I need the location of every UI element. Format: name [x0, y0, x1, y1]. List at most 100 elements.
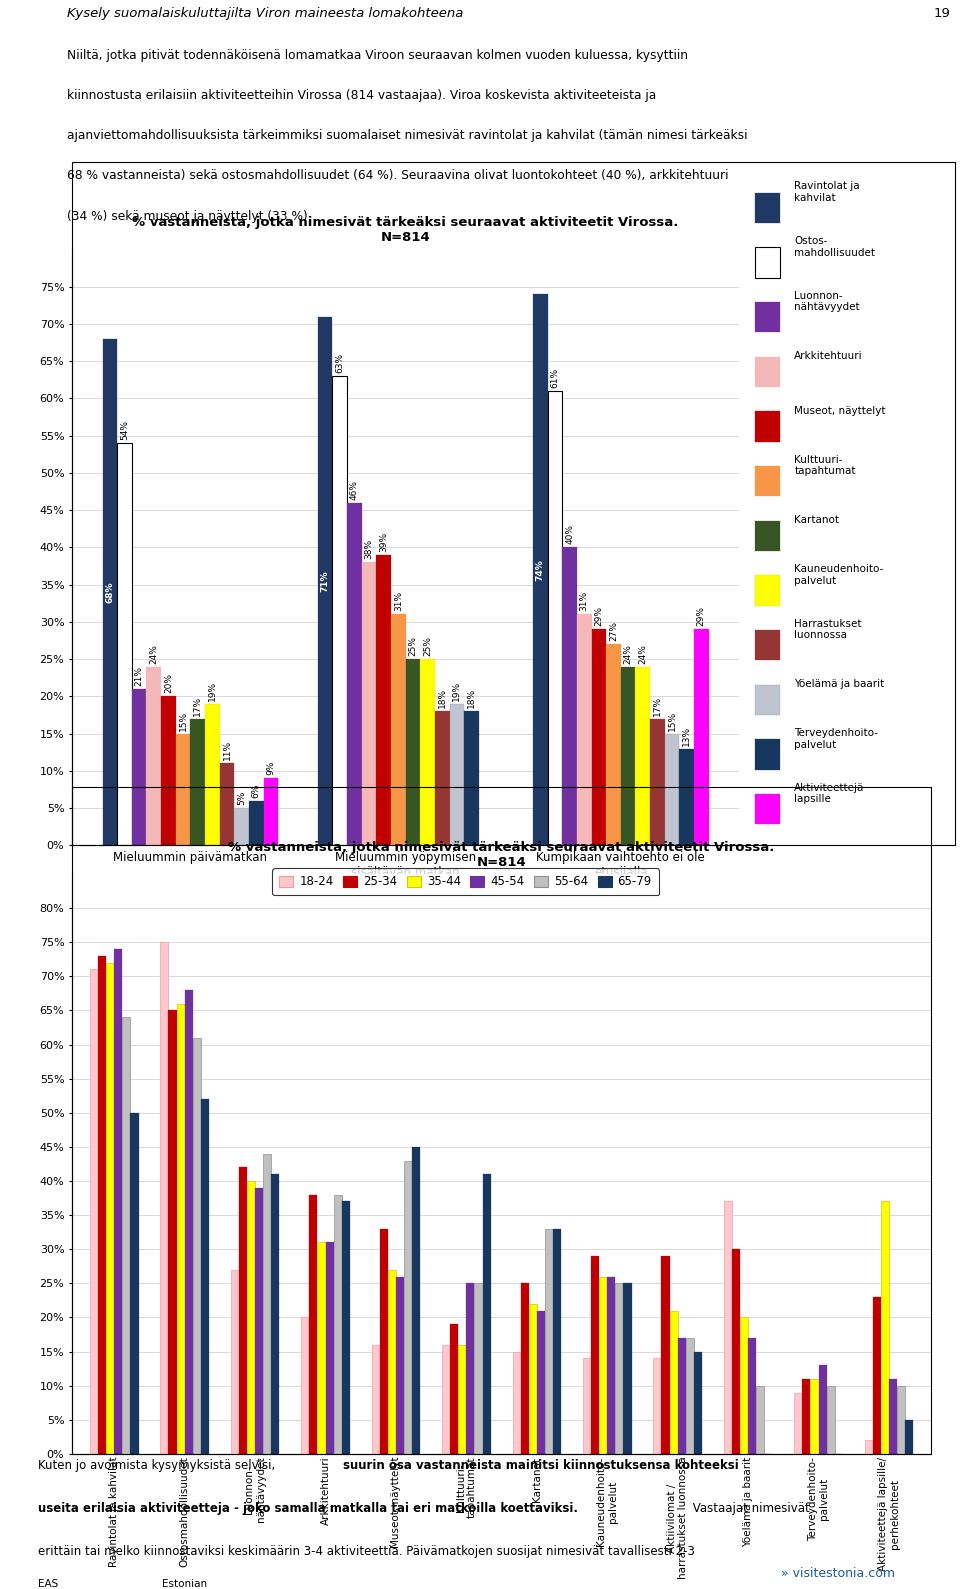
- Bar: [467, 1284, 474, 1454]
- Text: 61%: 61%: [550, 369, 560, 388]
- Bar: [342, 1201, 349, 1454]
- Text: EAS
Enterprise Estonia: EAS Enterprise Estonia: [38, 1579, 134, 1589]
- Text: 38%: 38%: [365, 539, 373, 559]
- Bar: [591, 1255, 599, 1454]
- Text: 18%: 18%: [438, 688, 446, 709]
- FancyBboxPatch shape: [755, 739, 780, 769]
- Bar: [190, 718, 205, 845]
- Text: 24%: 24%: [624, 644, 633, 664]
- Bar: [553, 1228, 561, 1454]
- Text: 25%: 25%: [408, 636, 418, 656]
- Text: 11%: 11%: [223, 740, 231, 761]
- Bar: [873, 1297, 881, 1454]
- Bar: [669, 1311, 678, 1454]
- Legend: 18-24, 25-34, 35-44, 45-54, 55-64, 65-79: 18-24, 25-34, 35-44, 45-54, 55-64, 65-79: [272, 868, 659, 896]
- Text: Vastaajat nimesivät: Vastaajat nimesivät: [689, 1502, 810, 1516]
- Bar: [458, 1344, 467, 1454]
- X-axis label: Tekisittekö mieluummin päivämatkan tai matkan, jonka aikana yövytte Virossa?: Tekisittekö mieluummin päivämatkan tai m…: [182, 885, 629, 896]
- Text: 29%: 29%: [594, 607, 604, 626]
- Bar: [220, 763, 234, 845]
- Bar: [117, 443, 132, 845]
- Bar: [318, 1243, 325, 1454]
- Text: useita erilaisia aktiviteetteja - joko samalla matkalla tai eri matkoilla koetta: useita erilaisia aktiviteetteja - joko s…: [38, 1502, 578, 1516]
- Text: 19%: 19%: [452, 680, 462, 701]
- Bar: [107, 963, 114, 1454]
- Bar: [90, 969, 98, 1454]
- Text: Ravintolat ja
kahvilat: Ravintolat ja kahvilat: [794, 181, 860, 203]
- Bar: [694, 629, 708, 845]
- Text: erittäin tai melko kiinnostaviksi keskimäärin 3-4 aktiviteettia. Päivämatkojen s: erittäin tai melko kiinnostaviksi keskim…: [38, 1545, 695, 1557]
- Bar: [309, 1195, 318, 1454]
- Bar: [176, 734, 190, 845]
- Bar: [249, 801, 264, 845]
- Text: 21%: 21%: [134, 666, 144, 686]
- Bar: [147, 666, 161, 845]
- Bar: [537, 1311, 545, 1454]
- Bar: [450, 1324, 458, 1454]
- Bar: [193, 1038, 201, 1454]
- Text: Aktiviteettejä
lapsille: Aktiviteettejä lapsille: [794, 783, 865, 804]
- Bar: [533, 294, 547, 845]
- Bar: [372, 1344, 380, 1454]
- Bar: [794, 1392, 803, 1454]
- Text: 19: 19: [933, 6, 950, 19]
- Bar: [205, 704, 220, 845]
- Bar: [391, 615, 406, 845]
- Bar: [122, 1017, 131, 1454]
- Bar: [591, 629, 606, 845]
- Text: 68 % vastanneista) sekä ostosmahdollisuudet (64 %). Seuraavina olivat luontokoht: 68 % vastanneista) sekä ostosmahdollisuu…: [67, 170, 729, 183]
- Text: 24%: 24%: [638, 644, 647, 664]
- Bar: [318, 316, 332, 845]
- Bar: [881, 1201, 889, 1454]
- Text: kiinnostusta erilaisiin aktiviteetteihin Virossa (814 vastaajaa). Viroa koskevis: kiinnostusta erilaisiin aktiviteetteihin…: [67, 89, 657, 102]
- Text: 5%: 5%: [237, 791, 246, 806]
- Text: Luonnon-
nähtävyydet: Luonnon- nähtävyydet: [794, 291, 860, 313]
- Bar: [483, 1174, 491, 1454]
- Bar: [661, 1255, 669, 1454]
- FancyBboxPatch shape: [755, 358, 780, 386]
- Bar: [748, 1338, 756, 1454]
- Bar: [606, 644, 621, 845]
- FancyBboxPatch shape: [755, 631, 780, 659]
- Bar: [380, 1228, 388, 1454]
- FancyBboxPatch shape: [755, 794, 780, 825]
- Bar: [376, 555, 391, 845]
- FancyBboxPatch shape: [755, 412, 780, 442]
- Bar: [160, 942, 169, 1454]
- Bar: [362, 563, 376, 845]
- Text: 17%: 17%: [653, 696, 661, 715]
- Bar: [230, 1270, 239, 1454]
- Bar: [201, 1100, 209, 1454]
- Text: 15%: 15%: [179, 710, 187, 731]
- Text: 29%: 29%: [697, 607, 706, 626]
- FancyBboxPatch shape: [755, 302, 780, 332]
- Text: Kauneudenhoito-
palvelut: Kauneudenhoito- palvelut: [794, 564, 883, 586]
- Bar: [348, 502, 362, 845]
- Bar: [420, 659, 435, 845]
- Text: suurin osa vastanneista mainitsi kiinnostuksensa kohteeksi: suurin osa vastanneista mainitsi kiinnos…: [343, 1459, 739, 1471]
- Bar: [464, 712, 479, 845]
- Bar: [404, 1160, 412, 1454]
- Bar: [685, 1338, 694, 1454]
- Text: 31%: 31%: [394, 591, 403, 612]
- Text: 46%: 46%: [349, 480, 359, 499]
- Title: % vastanneista, jotka nimesivät tärkeäksi seuraavat aktiviteetit Virossa.
N=814: % vastanneista, jotka nimesivät tärkeäks…: [132, 216, 679, 245]
- Text: (34 %) sekä museot ja näyttelyt (33 %).: (34 %) sekä museot ja näyttelyt (33 %).: [67, 210, 312, 222]
- Text: Arkkitehtuuri: Arkkitehtuuri: [794, 351, 863, 361]
- Text: 74%: 74%: [536, 559, 545, 580]
- FancyBboxPatch shape: [755, 192, 780, 222]
- Text: » visitestonia.com: » visitestonia.com: [781, 1567, 895, 1581]
- Text: 54%: 54%: [120, 419, 129, 440]
- Bar: [98, 957, 107, 1454]
- Text: Kartanot: Kartanot: [794, 515, 839, 524]
- Bar: [810, 1379, 819, 1454]
- Bar: [547, 391, 563, 845]
- Bar: [161, 696, 176, 845]
- Text: 31%: 31%: [580, 591, 588, 612]
- Bar: [905, 1421, 913, 1454]
- Bar: [184, 990, 193, 1454]
- Bar: [803, 1379, 810, 1454]
- Bar: [412, 1147, 420, 1454]
- FancyBboxPatch shape: [755, 685, 780, 715]
- Bar: [615, 1284, 623, 1454]
